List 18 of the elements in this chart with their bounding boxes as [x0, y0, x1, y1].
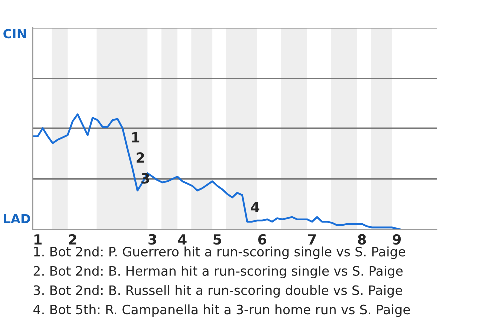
annotation: 2: [136, 152, 144, 163]
text: LAD: [4, 214, 30, 224]
annotation: 1: [132, 132, 140, 143]
text: 1. Bot 2nd: P. Guerrero hit a run-scoring single vs S. Paige: [34, 246, 406, 260]
x-tick-label: 9: [392, 234, 402, 245]
x-tick-label: 4: [178, 234, 187, 245]
x-tick-label: 8: [358, 234, 366, 245]
text: 3. Bot 2nd: B. Russell hit a run-scoring double vs S. Paige: [34, 285, 402, 298]
annotation: 4: [251, 202, 260, 212]
text: 4. Bot 5th: R. Campanella hit a 3-run home run vs S. Paige: [34, 304, 410, 318]
text: CIN: [4, 29, 26, 39]
x-tick-label: 2: [69, 234, 77, 245]
x-tick-label: 3: [148, 234, 156, 245]
x-tick-label: 6: [258, 234, 267, 245]
text: 2. Bot 2nd: B. Herman hit a run-scoring single vs S. Paige: [34, 266, 403, 279]
x-tick-label: 7: [308, 234, 316, 245]
x-tick-label: 1: [34, 234, 42, 245]
x-tick-label: 5: [214, 234, 222, 245]
